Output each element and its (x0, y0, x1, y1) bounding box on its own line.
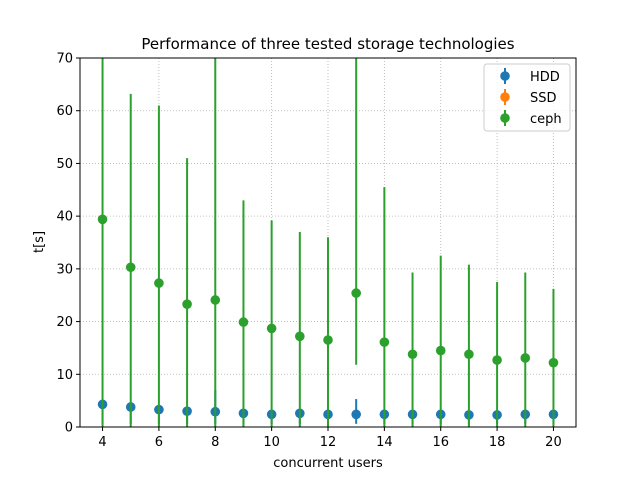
ceph-point (351, 288, 361, 298)
ceph-point (295, 331, 305, 342)
ceph-point (154, 278, 164, 288)
x-tick-label: 6 (155, 435, 163, 450)
x-tick-label: 20 (545, 435, 562, 450)
legend-ssd-label: SSD (530, 91, 557, 106)
y-tick-label: 0 (65, 421, 73, 436)
series-ceph (97, 58, 559, 427)
x-tick-label: 12 (320, 435, 337, 450)
x-tick-label: 8 (211, 435, 219, 450)
y-tick-label: 40 (56, 210, 73, 225)
y-tick-label: 60 (56, 104, 73, 119)
legend-ssd-marker (500, 92, 510, 102)
y-tick-label: 30 (56, 262, 73, 277)
ceph-point (520, 353, 531, 363)
y-tick-label: 70 (56, 52, 73, 67)
ceph-point (379, 337, 390, 347)
chart-title: Performance of three tested storage tech… (141, 35, 514, 53)
y-axis-ticks: 0 10 20 30 40 50 60 70 (56, 52, 80, 436)
ceph-point (210, 295, 221, 305)
y-tick-label: 50 (56, 157, 73, 172)
x-tick-label: 4 (98, 435, 106, 450)
ceph-point (125, 262, 136, 273)
x-tick-label: 18 (489, 435, 506, 450)
y-tick-label: 20 (56, 315, 73, 330)
ceph-point (492, 355, 502, 365)
legend-hdd-label: HDD (530, 70, 560, 85)
x-tick-label: 14 (376, 435, 393, 450)
ceph-point (435, 345, 446, 356)
hdd-point (351, 409, 361, 420)
x-tick-label: 16 (432, 435, 449, 450)
legend: HDD SSD ceph (483, 63, 571, 132)
ceph-point (464, 349, 474, 360)
ceph-point (323, 335, 333, 345)
ceph-point (266, 323, 277, 334)
ceph-point (182, 299, 192, 309)
ceph-point (548, 357, 559, 368)
legend-ceph-marker (500, 113, 510, 123)
x-axis-ticks: 4 6 8 10 12 14 16 18 20 (98, 427, 562, 450)
x-tick-label: 10 (263, 435, 280, 450)
ceph-point (407, 349, 418, 360)
legend-ceph-label: ceph (530, 112, 562, 127)
y-tick-label: 10 (56, 368, 73, 383)
y-axis-title: t[s] (32, 231, 47, 253)
ceph-point (238, 317, 249, 327)
plot-area (97, 58, 559, 427)
legend-hdd-marker (500, 71, 510, 81)
ceph-point (97, 214, 108, 225)
x-axis-title: concurrent users (273, 456, 383, 471)
